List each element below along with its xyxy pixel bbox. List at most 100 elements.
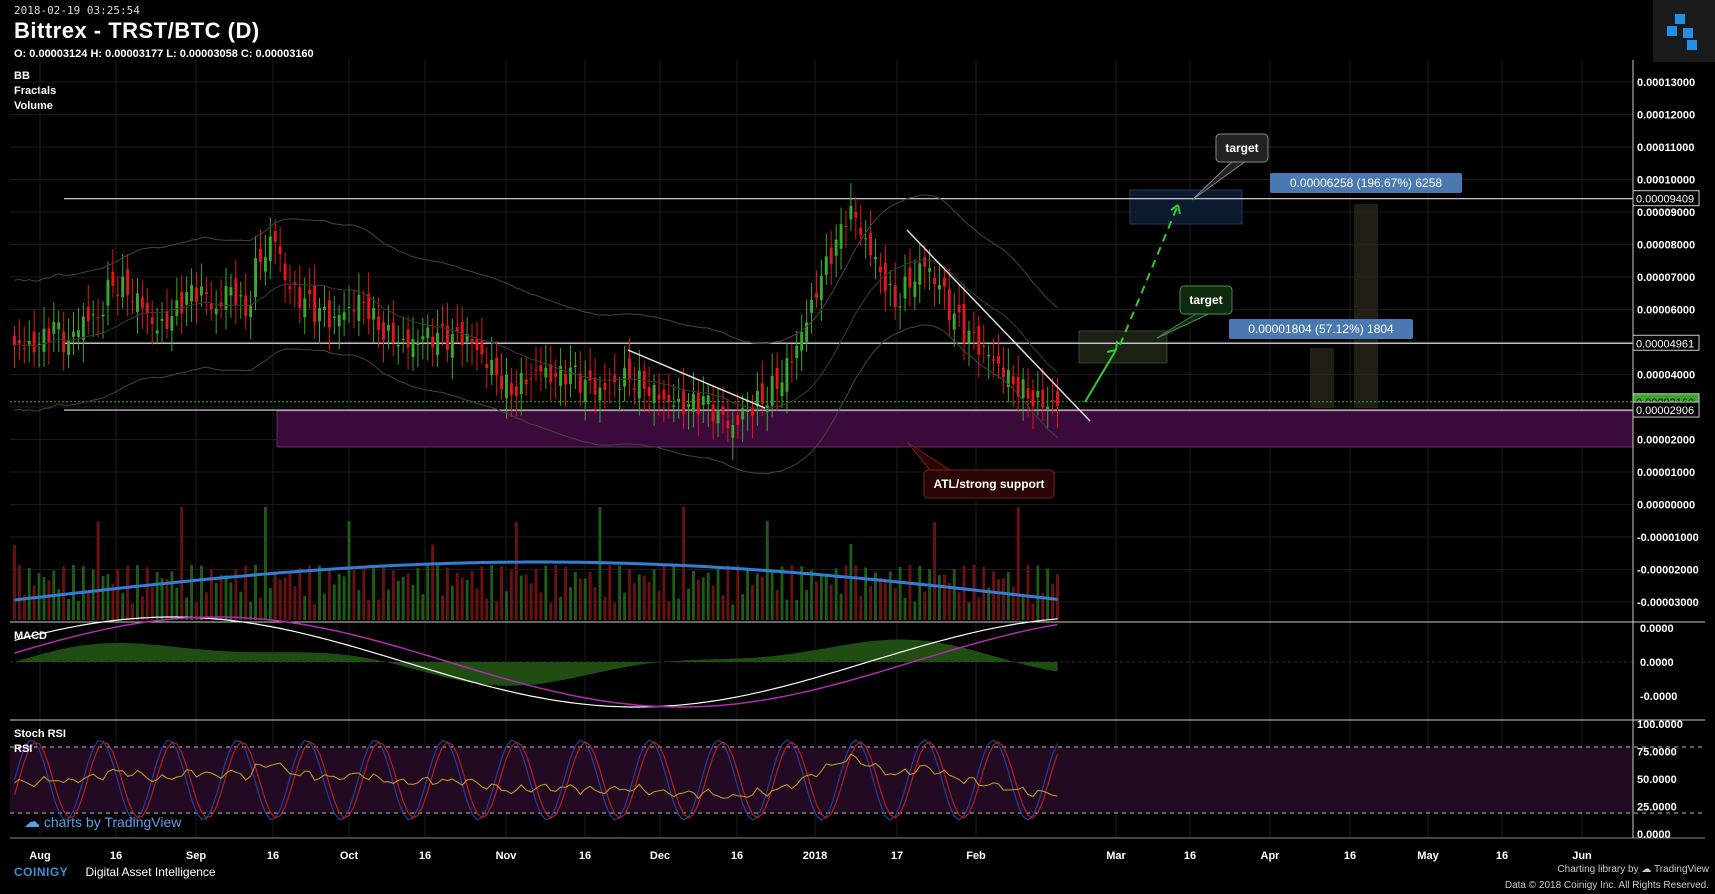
volume-bar [824,573,828,620]
candle-body [746,410,750,413]
volume-bar [199,565,203,620]
candle-body [313,285,317,323]
indicator-macd-label[interactable]: MACD [14,630,47,642]
volume-bar [22,594,26,620]
volume-bar [657,591,661,620]
candle-body [888,283,892,285]
candle-body [160,318,164,321]
tradingview-badge[interactable]: ☁ charts by TradingView [24,812,181,832]
candle-body [544,367,548,378]
candle-body [795,345,799,359]
candle-body [854,211,858,218]
indicator-volume-label[interactable]: Volume [14,100,53,112]
volume-bar [937,575,941,620]
candle-body [475,339,479,351]
price-tick-label: -0.00001000 [1637,532,1699,544]
price-tick-label: 0.00000000 [1637,500,1695,512]
volume-bar [583,578,587,620]
volume-bar [259,597,262,620]
candle-body [322,306,326,311]
volume-bar [185,597,189,620]
volume-bar [160,578,164,620]
cloud-icon: ☁ [24,814,40,831]
candle-body [126,268,130,295]
volume-bar [308,565,312,620]
macd-signal-line [14,616,1058,708]
candle-body [741,408,745,420]
candle-body [623,367,627,387]
volume-bar [121,593,125,620]
volume-bar [126,565,130,620]
volume-bar [347,521,351,620]
candle-body [455,327,459,332]
candle-body [367,293,371,320]
candle-body [431,336,435,348]
volume-bar [637,574,641,620]
callout-target-mid-text: target [1189,293,1222,307]
volume-bar [721,595,725,620]
candle-body [131,301,135,303]
volume-bar [406,573,410,620]
volume-bar [849,543,853,620]
projection-arrow-1 [1084,349,1117,403]
price-tag-label: 0.00009409 [1636,194,1694,206]
time-tick-label: 16 [267,850,279,862]
indicator-fractals-label[interactable]: Fractals [14,85,57,97]
candle-body [564,373,567,385]
volume-bar [106,574,110,620]
indicator-bb-label[interactable]: BB [14,70,30,82]
coinigy-wordmark: COINIGY [14,865,69,879]
candle-body [947,289,951,321]
candle-body [696,392,700,414]
candle-body [701,396,705,406]
time-tick-label: Apr [1261,850,1281,862]
volume-bar [1016,507,1020,620]
volume-bar [928,569,932,620]
candle-body [736,415,740,426]
volume-bar [431,544,435,620]
candle-body [1041,389,1045,408]
rsi-tick-label: 100.0000 [1637,719,1683,731]
candle-body [347,307,351,309]
volume-bar [869,586,873,620]
indicator-stoch-rsi-label[interactable]: Stoch RSI [14,728,66,740]
candle-body [357,294,361,321]
volume-bar [682,506,686,620]
volume-bar [116,568,120,620]
candle-body [1036,391,1040,398]
volume-bar [470,570,474,620]
candle-body [337,314,341,327]
candle-body [618,388,622,390]
volume-bar [760,576,764,620]
candle-body [923,257,927,267]
time-tick-label: 16 [1496,850,1508,862]
candle-body [180,292,184,314]
volume-bar [731,604,735,620]
time-tick-label: Mar [1106,850,1126,862]
volume-bar [136,565,139,620]
volume-bar [883,579,887,620]
volume-bar [642,575,646,620]
candle-body [480,340,484,355]
rsi-tick-label: 25.0000 [1637,802,1677,814]
volume-bar [57,589,61,620]
candle-body [677,398,681,402]
tradingview-link[interactable]: TradingView [1653,864,1709,875]
candle-body [91,314,95,316]
volume-bar [874,572,877,620]
price-tick-label: 0.00010000 [1637,175,1695,187]
candle-body [918,263,922,285]
price-tick-label: 0.00008000 [1637,240,1695,252]
indicator-rsi-label[interactable]: RSI [14,743,33,755]
volume-bar [509,569,513,620]
volume-bar [91,569,95,620]
candle-body [81,316,85,340]
volume-bar [293,586,297,620]
measure-mid-bg [1229,319,1413,339]
candle-body [96,317,100,319]
volume-bar [411,584,415,620]
candle-body [814,293,818,298]
candle-body [559,365,563,386]
price-tick-label: 0.00002000 [1637,435,1695,447]
